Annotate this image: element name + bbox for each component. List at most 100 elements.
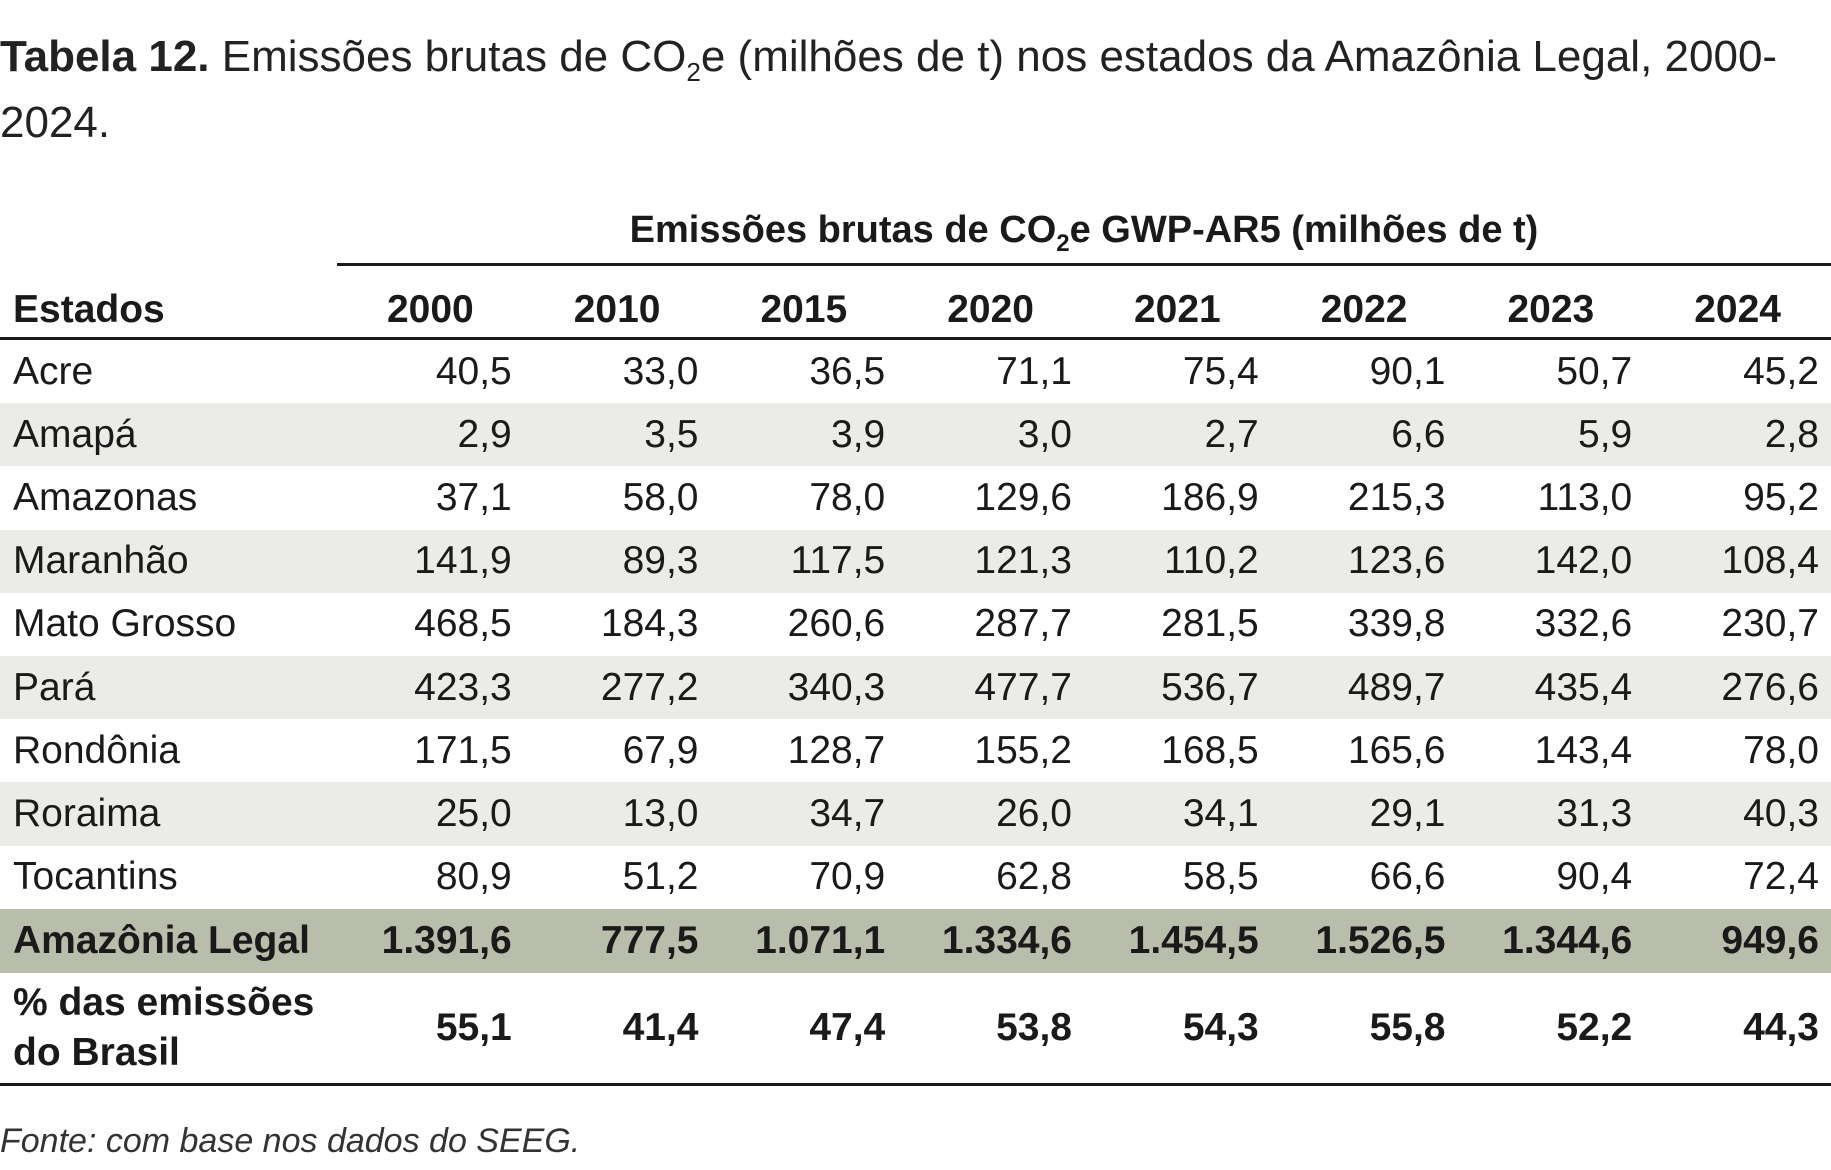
value-cell: 536,7 bbox=[1161, 665, 1259, 709]
value-cell: 26,0 bbox=[996, 791, 1072, 835]
value-cell: 29,1 bbox=[1369, 791, 1446, 835]
value-cell: 339,8 bbox=[1347, 602, 1446, 646]
value-cell: 123,6 bbox=[1347, 539, 1446, 583]
state-name: Pará bbox=[13, 665, 96, 709]
value-cell: 423,3 bbox=[414, 665, 512, 709]
year-header: 2010 bbox=[573, 288, 661, 331]
value-cell: 95,2 bbox=[1743, 475, 1819, 519]
value-cell: 477,7 bbox=[974, 665, 1072, 709]
table-body: Acre 40,5 33,0 36,5 71,1 75,4 90,1 50,7 45,2 Amap… bbox=[0, 340, 1831, 1086]
percent-value-cell: 55,8 bbox=[1369, 1005, 1446, 1049]
percent-label-line: % das emissões bbox=[13, 980, 315, 1024]
value-cell: 435,4 bbox=[1534, 665, 1633, 709]
total-value-cell: 1.071,1 bbox=[755, 918, 886, 962]
year-header: 2022 bbox=[1320, 288, 1408, 331]
table-row: Pará 423,3 277,2 340,3 477,7 536,7 489,7 435,4 2… bbox=[0, 655, 1831, 720]
value-cell: 143,4 bbox=[1534, 728, 1633, 772]
table-row: Maranhão 141,9 89,3 117,5 121,3 110,2 123,6 142… bbox=[0, 529, 1831, 593]
value-cell: 62,8 bbox=[996, 855, 1072, 899]
value-cell: 332,6 bbox=[1534, 602, 1633, 646]
value-cell: 3,0 bbox=[1017, 412, 1072, 456]
total-value-cell: 1.391,6 bbox=[381, 918, 512, 962]
value-cell: 75,4 bbox=[1182, 349, 1259, 393]
group-header-subscript: 2 bbox=[1056, 230, 1070, 257]
total-value-cell: 1.334,6 bbox=[941, 918, 1072, 962]
percent-value-cell: 53,8 bbox=[996, 1005, 1072, 1049]
table-row: Roraima 25,0 13,0 34,7 26,0 34,1 29,1 31,3 40,3 bbox=[0, 782, 1831, 846]
value-cell: 108,4 bbox=[1721, 539, 1819, 583]
year-header: 2020 bbox=[947, 288, 1034, 331]
value-cell: 66,6 bbox=[1369, 855, 1446, 899]
value-cell: 71,1 bbox=[996, 349, 1072, 393]
state-name: Tocantins bbox=[13, 855, 178, 899]
value-cell: 34,7 bbox=[809, 791, 886, 835]
value-cell: 78,0 bbox=[809, 475, 886, 519]
value-cell: 37,1 bbox=[435, 475, 512, 519]
value-cell: 2,7 bbox=[1204, 412, 1259, 456]
value-cell: 34,1 bbox=[1182, 791, 1259, 835]
value-cell: 113,0 bbox=[1537, 475, 1633, 519]
value-cell: 287,7 bbox=[974, 602, 1072, 646]
year-header: 2000 bbox=[386, 288, 474, 331]
group-header: Emissões brutas de CO2e GWP-AR5 (milhões… bbox=[337, 205, 1831, 266]
total-value-cell: 1.526,5 bbox=[1315, 918, 1446, 962]
value-cell: 58,0 bbox=[622, 475, 699, 519]
value-cell: 468,5 bbox=[414, 602, 512, 646]
value-cell: 25,0 bbox=[435, 791, 512, 835]
caption-subscript: 2 bbox=[686, 57, 701, 87]
value-cell: 129,6 bbox=[974, 475, 1072, 519]
percent-value-cell: 52,2 bbox=[1556, 1005, 1633, 1049]
value-cell: 281,5 bbox=[1161, 602, 1259, 646]
value-cell: 51,2 bbox=[622, 855, 699, 899]
percent-value-cell: 41,4 bbox=[622, 1005, 699, 1049]
total-label: Amazônia Legal bbox=[13, 918, 310, 962]
year-header: 2021 bbox=[1133, 288, 1221, 331]
value-cell: 13,0 bbox=[622, 791, 699, 835]
table-row: Tocantins 80,9 51,2 70,9 62,8 58,5 66,6 90,4 72,… bbox=[0, 846, 1831, 909]
value-cell: 110,2 bbox=[1164, 539, 1259, 583]
percent-row: % das emissões do Brasil 55,1 41,4 47,4 53,8 5… bbox=[0, 973, 1831, 1086]
value-cell: 168,5 bbox=[1161, 728, 1259, 772]
value-cell: 260,6 bbox=[787, 602, 886, 646]
value-cell: 171,5 bbox=[414, 728, 512, 772]
value-cell: 33,0 bbox=[622, 349, 699, 393]
value-cell: 70,9 bbox=[809, 855, 886, 899]
value-cell: 72,4 bbox=[1743, 855, 1819, 899]
percent-value-cell: 54,3 bbox=[1182, 1005, 1259, 1049]
value-cell: 277,2 bbox=[600, 665, 699, 709]
column-header-row: Estados 2000 2010 2015 2020 2021 2022 20… bbox=[0, 283, 1831, 340]
group-header-text: Emissões brutas de CO bbox=[629, 209, 1057, 251]
total-value-cell: 1.454,5 bbox=[1128, 918, 1259, 962]
state-name: Mato Grosso bbox=[13, 602, 237, 646]
value-cell: 5,9 bbox=[1578, 412, 1633, 456]
value-cell: 89,3 bbox=[622, 539, 699, 583]
table-row: Amazonas 37,1 58,0 78,0 129,6 186,9 215,3 113,0… bbox=[0, 466, 1831, 529]
state-name: Amapá bbox=[13, 412, 137, 456]
state-name: Rondônia bbox=[13, 728, 180, 772]
value-cell: 128,7 bbox=[787, 728, 886, 772]
value-cell: 2,9 bbox=[457, 412, 512, 456]
value-cell: 31,3 bbox=[1556, 791, 1633, 835]
value-cell: 78,0 bbox=[1743, 728, 1819, 772]
percent-label-line: do Brasil bbox=[13, 1030, 180, 1074]
value-cell: 90,1 bbox=[1369, 349, 1446, 393]
state-name: Amazonas bbox=[13, 475, 198, 519]
percent-value-cell: 47,4 bbox=[809, 1005, 886, 1049]
year-header: 2015 bbox=[760, 288, 848, 331]
percent-value-cell: 44,3 bbox=[1743, 1005, 1819, 1049]
value-cell: 40,5 bbox=[435, 349, 512, 393]
value-cell: 36,5 bbox=[809, 349, 886, 393]
value-cell: 142,0 bbox=[1534, 539, 1633, 583]
state-name: Roraima bbox=[13, 791, 161, 835]
value-cell: 186,9 bbox=[1161, 475, 1259, 519]
value-cell: 340,3 bbox=[787, 665, 886, 709]
value-cell: 117,5 bbox=[790, 539, 886, 583]
value-cell: 2,8 bbox=[1764, 412, 1819, 456]
value-cell: 3,9 bbox=[831, 412, 886, 456]
value-cell: 489,7 bbox=[1347, 665, 1446, 709]
total-value-cell: 1.344,6 bbox=[1502, 918, 1633, 962]
value-cell: 45,2 bbox=[1743, 349, 1819, 393]
percent-label: % das emissões do Brasil bbox=[0, 978, 337, 1078]
total-row: Amazônia Legal 1.391,6 777,5 1.071,1 1.334,6… bbox=[0, 908, 1831, 973]
value-cell: 230,7 bbox=[1721, 602, 1819, 646]
